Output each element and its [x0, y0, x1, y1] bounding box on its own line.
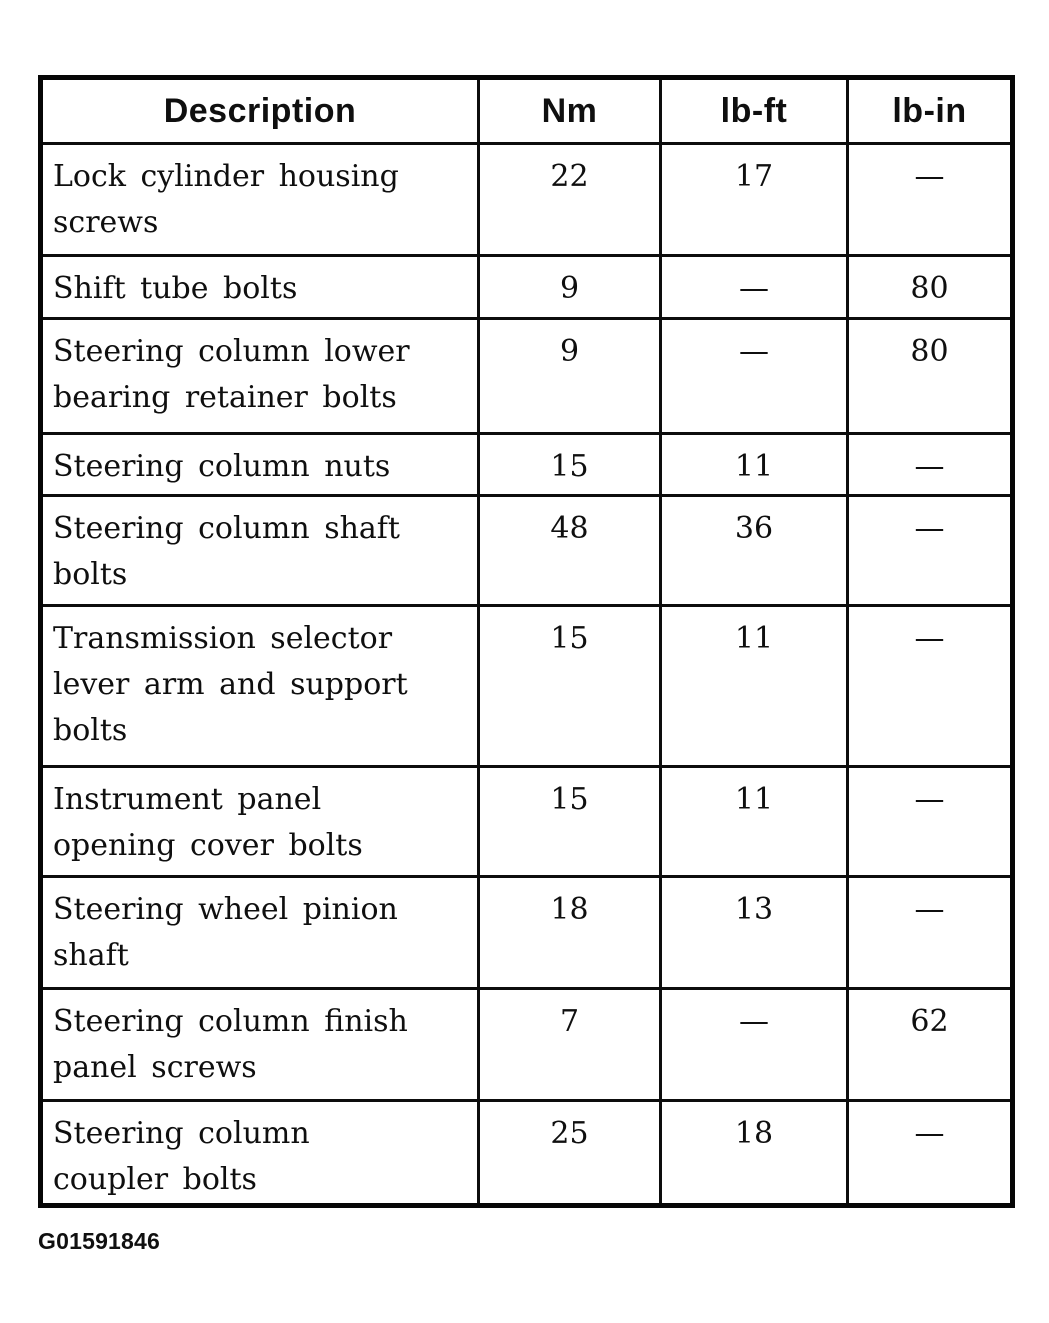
lb-in-cell: — — [846, 765, 1014, 878]
lb-in-cell: — — [846, 604, 1014, 768]
description-cell: Instrument panel opening cover bolts — [39, 765, 480, 878]
lb-in-cell: — — [846, 142, 1014, 257]
lb-in-cell: 62 — [846, 987, 1014, 1102]
table-row: Shift tube bolts 9—80 — [39, 254, 1014, 320]
table-row: Steering column nuts 15 11— — [39, 432, 1014, 497]
lb-ft-cell: 13 — [659, 875, 849, 990]
header-nm: Nm — [477, 76, 662, 145]
lb-ft-cell: 18 — [659, 1099, 849, 1207]
description-cell: Steering column finish panel screws — [39, 987, 480, 1102]
table-row: Steering wheel pinion shaft 18 13— — [39, 875, 1014, 990]
nm-cell: 15 — [477, 432, 662, 497]
lb-ft-cell: 36 — [659, 494, 849, 607]
header-lb-ft: lb-ft — [659, 76, 849, 145]
nm-cell: 15 — [477, 765, 662, 878]
description-cell: Steering column lower bearing retainer b… — [39, 317, 480, 435]
nm-cell: 48 — [477, 494, 662, 607]
table-row: Instrument panel opening cover bolts 15 11… — [39, 765, 1014, 878]
description-cell: Steering column coupler bolts — [39, 1099, 480, 1207]
header-row: Description Nm lb-ft lb-in — [39, 76, 1014, 145]
description-cell: Shift tube bolts — [39, 254, 480, 320]
lb-in-cell: 80 — [846, 254, 1014, 320]
nm-cell: 9 — [477, 254, 662, 320]
header-description: Description — [39, 76, 480, 145]
nm-cell: 18 — [477, 875, 662, 990]
lb-ft-cell: — — [659, 317, 849, 435]
table-row: Lock cylinder housing screws 22 17— — [39, 142, 1014, 257]
table-row: Transmission selector lever arm and supp… — [39, 604, 1014, 768]
table-row: Steering column finish panel screws 7—62 — [39, 987, 1014, 1102]
table-row: Steering column shaft bolts 48 36— — [39, 494, 1014, 607]
description-cell: Steering column shaft bolts — [39, 494, 480, 607]
spec-table-body: Lock cylinder housing screws 22 17— Shift t… — [39, 142, 1014, 1207]
torque-spec-table: Description Nm lb-ft lb-in Lock cylinder… — [38, 75, 1015, 1208]
lb-ft-cell: 17 — [659, 142, 849, 257]
description-cell: Lock cylinder housing screws — [39, 142, 480, 257]
lb-ft-cell: 11 — [659, 432, 849, 497]
table-row: Steering column lower bearing retainer b… — [39, 317, 1014, 435]
nm-cell: 25 — [477, 1099, 662, 1207]
lb-in-cell: — — [846, 1099, 1014, 1207]
lb-in-cell: 80 — [846, 317, 1014, 435]
header-lb-in: lb-in — [846, 76, 1014, 145]
description-cell: Steering wheel pinion shaft — [39, 875, 480, 990]
nm-cell: 22 — [477, 142, 662, 257]
table-row: Steering column coupler bolts 25 18— — [39, 1099, 1014, 1207]
lb-ft-cell: 11 — [659, 765, 849, 878]
nm-cell: 7 — [477, 987, 662, 1102]
lb-ft-cell: 11 — [659, 604, 849, 768]
lb-ft-cell: — — [659, 254, 849, 320]
nm-cell: 15 — [477, 604, 662, 768]
description-cell: Steering column nuts — [39, 432, 480, 497]
table-header: Description Nm lb-ft lb-in — [39, 76, 1014, 145]
nm-cell: 9 — [477, 317, 662, 435]
lb-in-cell: — — [846, 432, 1014, 497]
figure-id-label: G01591846 — [38, 1228, 161, 1254]
description-cell: Transmission selector lever arm and supp… — [39, 604, 480, 768]
lb-in-cell: — — [846, 875, 1014, 990]
lb-ft-cell: — — [659, 987, 849, 1102]
lb-in-cell: — — [846, 494, 1014, 607]
